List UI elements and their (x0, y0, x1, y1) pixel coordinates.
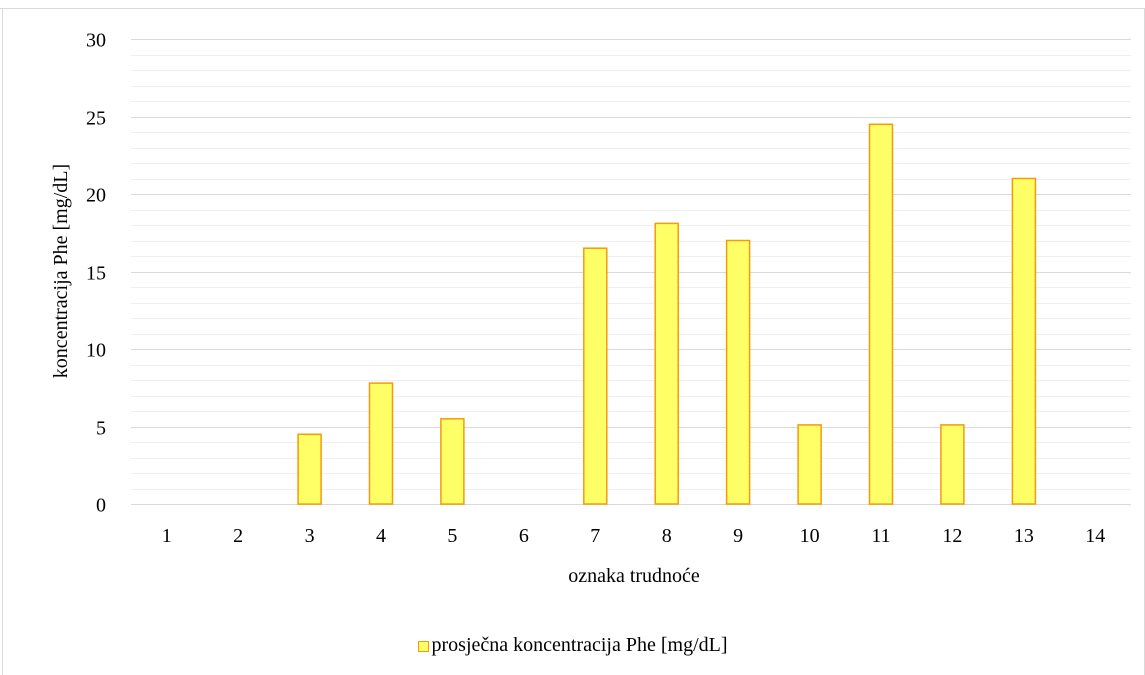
bar-3 (297, 433, 322, 505)
bars (297, 123, 1037, 505)
x-tick-label: 1 (162, 525, 172, 547)
y-tick-label: 25 (86, 108, 106, 130)
bar-13 (1011, 177, 1037, 505)
bar-8 (654, 222, 679, 505)
bar-12 (940, 424, 965, 505)
legend: prosječna koncentracija Phe [mg/dL] (0, 634, 1145, 657)
bar-10 (797, 424, 822, 505)
legend-swatch (417, 641, 429, 652)
x-tick-label: 6 (519, 525, 529, 547)
x-tick-label: 12 (942, 525, 962, 547)
y-tick-label: 30 (86, 30, 106, 52)
x-tick-label: 4 (376, 525, 386, 547)
x-tick-label: 9 (733, 525, 743, 547)
x-tick-label: 2 (233, 525, 243, 547)
gridlines (131, 39, 1131, 505)
x-tick-label: 5 (447, 525, 457, 547)
x-tick-label: 10 (800, 525, 820, 547)
bar-4 (368, 382, 394, 505)
bar-5 (440, 418, 465, 505)
x-tick-label: 3 (305, 525, 315, 547)
y-axis-title: koncentracija Phe [mg/dL] (50, 164, 72, 378)
x-tick-label: 7 (590, 525, 600, 547)
x-tick-label: 11 (871, 525, 890, 547)
y-tick-label: 0 (96, 495, 106, 517)
x-tick-label: 13 (1014, 525, 1034, 547)
legend-label: prosječna koncentracija Phe [mg/dL] (431, 634, 728, 656)
y-tick-label: 15 (86, 263, 106, 285)
x-axis-title: oznaka trudnoće (568, 565, 700, 587)
x-tick-label: 14 (1085, 525, 1105, 547)
y-tick-label: 10 (86, 340, 106, 362)
x-tick-label: 8 (662, 525, 672, 547)
bar-7 (583, 247, 608, 505)
y-tick-label: 20 (86, 185, 106, 207)
bar-11 (868, 123, 894, 505)
y-tick-label: 5 (96, 418, 106, 440)
bar-9 (725, 239, 751, 505)
